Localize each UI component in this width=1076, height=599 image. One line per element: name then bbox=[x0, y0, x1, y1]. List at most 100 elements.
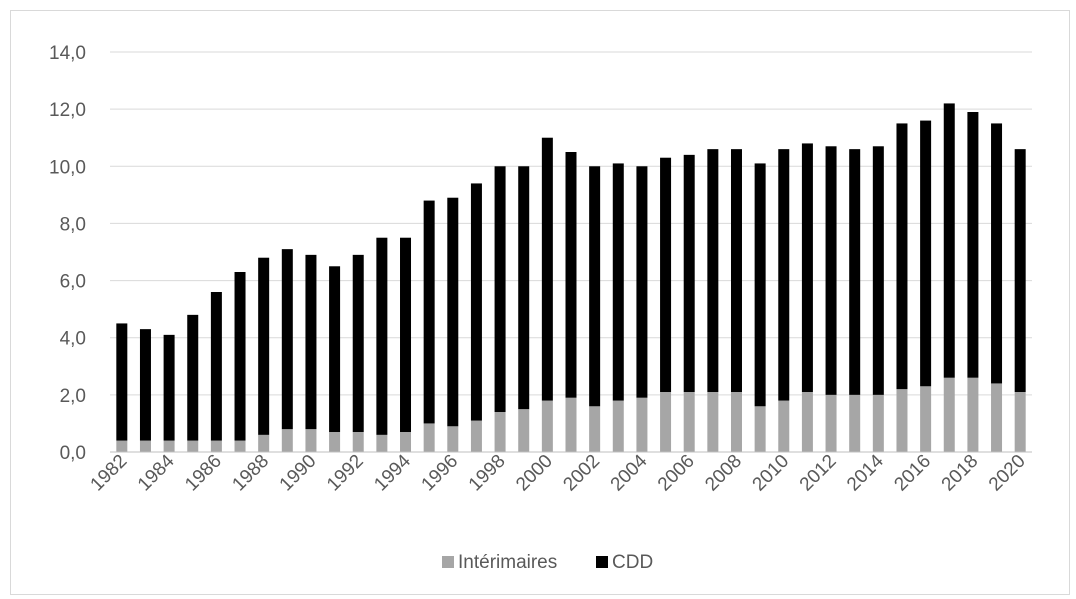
bar bbox=[801, 392, 813, 452]
x-tick-label: 1992 bbox=[323, 451, 368, 496]
bar bbox=[423, 200, 435, 424]
bar bbox=[139, 329, 151, 441]
bar bbox=[494, 166, 506, 412]
bar bbox=[116, 323, 128, 441]
bar bbox=[447, 197, 459, 427]
bar bbox=[494, 412, 506, 452]
bar bbox=[281, 249, 293, 430]
bar bbox=[541, 137, 553, 401]
bar bbox=[612, 400, 624, 452]
bar bbox=[518, 409, 530, 452]
bar bbox=[636, 397, 648, 452]
bar bbox=[163, 334, 175, 441]
bar bbox=[896, 389, 908, 452]
bar bbox=[707, 392, 719, 452]
bar bbox=[825, 394, 837, 452]
bar bbox=[849, 149, 861, 395]
legend-label: Intérimaires bbox=[458, 552, 557, 573]
bar bbox=[730, 149, 742, 392]
bar bbox=[589, 166, 601, 407]
bar bbox=[447, 426, 459, 452]
y-tick-label: 10,0 bbox=[49, 157, 86, 178]
bar bbox=[305, 254, 317, 430]
bar bbox=[400, 432, 412, 452]
y-tick-label: 14,0 bbox=[49, 43, 86, 64]
bar bbox=[305, 429, 317, 452]
bar bbox=[920, 120, 932, 387]
bar bbox=[234, 272, 246, 441]
bar bbox=[872, 394, 884, 452]
bar bbox=[660, 157, 672, 392]
bar bbox=[376, 434, 388, 452]
legend-swatch bbox=[596, 556, 608, 568]
bar bbox=[258, 257, 270, 435]
bar bbox=[518, 166, 530, 410]
bar bbox=[234, 440, 246, 452]
bar bbox=[896, 123, 908, 390]
x-tick-label: 1984 bbox=[134, 450, 179, 495]
y-tick-label: 2,0 bbox=[60, 386, 86, 407]
bar bbox=[872, 146, 884, 395]
bar bbox=[210, 292, 222, 441]
y-tick-label: 4,0 bbox=[60, 329, 86, 350]
bars bbox=[116, 103, 1026, 452]
bar bbox=[187, 314, 199, 441]
x-tick-label: 1986 bbox=[181, 451, 226, 496]
y-tick-label: 0,0 bbox=[60, 443, 86, 464]
x-tick-label: 1994 bbox=[370, 450, 415, 495]
bar bbox=[967, 377, 979, 452]
bar bbox=[920, 386, 932, 452]
bar bbox=[707, 149, 719, 392]
bar bbox=[825, 146, 837, 395]
bar bbox=[187, 440, 199, 452]
x-tick-label: 2006 bbox=[654, 451, 699, 496]
bar bbox=[376, 237, 388, 435]
x-tick-label: 2012 bbox=[796, 451, 841, 496]
bar bbox=[636, 166, 648, 398]
bar bbox=[400, 237, 412, 432]
bar bbox=[778, 400, 790, 452]
x-tick-label: 2000 bbox=[512, 451, 557, 496]
x-tick-label: 2004 bbox=[607, 450, 652, 495]
bar bbox=[612, 163, 624, 401]
bar bbox=[116, 440, 128, 452]
x-tick-label: 2014 bbox=[843, 450, 888, 495]
bar bbox=[730, 392, 742, 452]
x-tick-label: 1998 bbox=[465, 451, 510, 496]
bar bbox=[163, 440, 175, 452]
bar bbox=[423, 423, 435, 452]
x-tick-label: 1982 bbox=[87, 451, 132, 496]
bar bbox=[565, 397, 577, 452]
legend: Intérimaires CDD bbox=[442, 552, 653, 573]
x-tick-label: 1996 bbox=[418, 451, 463, 496]
y-tick-label: 6,0 bbox=[60, 272, 86, 293]
legend-label: CDD bbox=[612, 552, 653, 573]
x-tick-label: 1988 bbox=[228, 451, 273, 496]
bar bbox=[1014, 392, 1026, 452]
bar bbox=[589, 406, 601, 452]
x-tick-label: 1990 bbox=[276, 451, 321, 496]
bar bbox=[778, 149, 790, 401]
bar bbox=[541, 400, 553, 452]
y-axis: 0,0 2,0 4,0 6,0 8,0 10,0 12,0 14,0 bbox=[49, 43, 86, 464]
y-tick-label: 8,0 bbox=[60, 214, 86, 235]
bar bbox=[660, 392, 672, 452]
bar bbox=[683, 154, 695, 392]
bar bbox=[754, 406, 766, 452]
bar bbox=[849, 394, 861, 452]
x-tick-label: 2018 bbox=[938, 451, 983, 496]
x-tick-label: 2002 bbox=[559, 451, 604, 496]
bar bbox=[754, 163, 766, 407]
bar bbox=[352, 254, 364, 432]
bar bbox=[258, 434, 270, 452]
bar bbox=[470, 420, 482, 452]
bar bbox=[210, 440, 222, 452]
bar bbox=[352, 432, 364, 452]
bar bbox=[470, 183, 482, 421]
bar bbox=[801, 143, 813, 392]
x-tick-label: 2020 bbox=[985, 451, 1030, 496]
x-tick-label: 2010 bbox=[749, 451, 794, 496]
bar bbox=[565, 152, 577, 398]
y-tick-label: 12,0 bbox=[49, 100, 86, 121]
